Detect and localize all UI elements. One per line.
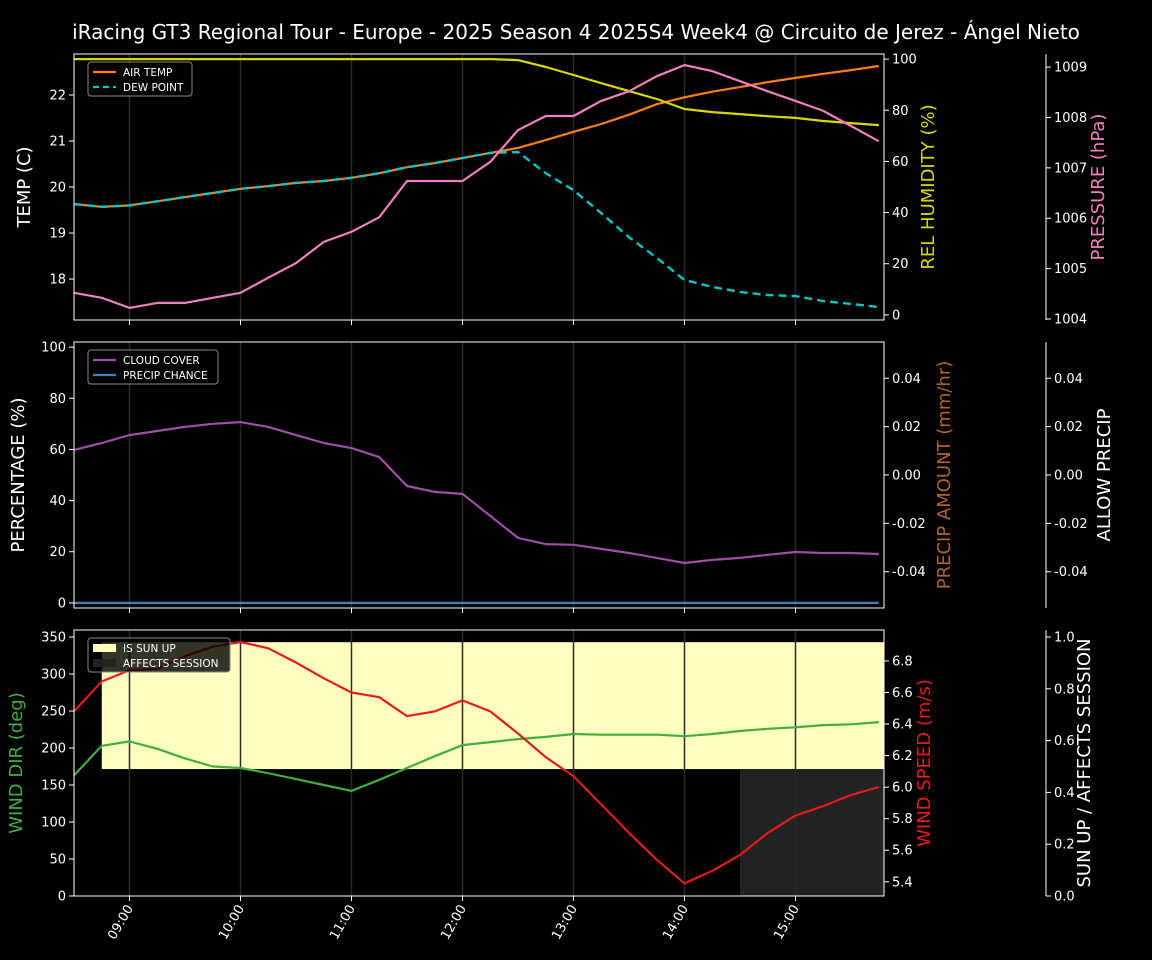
y-tick-label: 100 — [41, 341, 66, 356]
legend: AIR TEMP DEW POINT — [87, 61, 193, 97]
axis-label-right2: PRESSURE (hPa) — [1088, 114, 1109, 261]
y-tick-label: 6.4 — [892, 718, 913, 733]
y-tick-label: 60 — [892, 155, 909, 170]
axis-label-left: TEMP (C) — [14, 146, 35, 228]
y-tick-label: 300 — [41, 668, 66, 683]
axis-label-right2: ALLOW PRECIP — [1094, 408, 1115, 541]
y-tick-label: 20 — [49, 181, 66, 196]
y-tick-label: 150 — [41, 779, 66, 794]
y-tick-label: 200 — [41, 742, 66, 757]
wind-dir-line — [73, 721, 879, 793]
dew-point-line — [73, 150, 879, 309]
affects-session-band — [740, 769, 884, 896]
chart-title: iRacing GT3 Regional Tour - Europe - 202… — [72, 20, 1080, 44]
y-tick-label: 19 — [49, 227, 66, 242]
humidity-line — [74, 57, 879, 127]
axis-label-right: WIND SPEED (m/s) — [914, 679, 935, 847]
legend-label: DEW POINT — [123, 82, 184, 94]
y-tick-label: 20 — [49, 545, 66, 560]
y-tick-label: 6.0 — [892, 781, 913, 796]
y-tick-label: 1008 — [1054, 111, 1087, 126]
y-tick-label: 0.2 — [1054, 838, 1075, 853]
y-tick-label: 0.02 — [892, 420, 921, 435]
y-tick-label: 1006 — [1054, 212, 1087, 227]
axis-label-right: REL HUMIDITY (%) — [918, 104, 939, 269]
x-tick-label: 10:00 — [216, 903, 248, 943]
y-tick-label: 1005 — [1054, 262, 1087, 277]
x-tick-label: 11:00 — [327, 903, 359, 943]
x-tick-label: 14:00 — [660, 903, 692, 943]
y-tick-label: 0.4 — [1054, 786, 1075, 801]
legend-label: AIR TEMP — [123, 67, 172, 79]
y-tick-label: 0 — [892, 308, 900, 323]
legend-swatch — [93, 644, 116, 652]
legend-label: CLOUD COVER — [123, 355, 200, 367]
axis-label-left: WIND DIR (deg) — [6, 692, 27, 834]
plot-area — [74, 54, 884, 320]
y-tick-label: 1007 — [1054, 161, 1087, 176]
legend-label: IS SUN UP — [123, 643, 176, 655]
y-tick-label: 350 — [41, 631, 66, 646]
y-tick-label: 0.00 — [1054, 469, 1083, 484]
y-tick-label: -0.02 — [892, 517, 926, 532]
y-tick-label: 6.8 — [892, 654, 913, 669]
axis-label-right2: SUN UP / AFFECTS SESSION — [1074, 638, 1095, 887]
y-tick-label: 0.04 — [1054, 372, 1083, 387]
y-tick-label: 40 — [49, 494, 66, 509]
panel-3: 0 50 100 150 200 250 300 350 WIND DIR (deg) 5.4 5.… — [6, 629, 1095, 943]
y-tick-label: 0.8 — [1054, 682, 1075, 697]
plot-area — [74, 342, 884, 608]
y-tick-label: 0 — [58, 890, 66, 905]
y-tick-label: 0.6 — [1054, 734, 1075, 749]
y-tick-label: 0.00 — [892, 469, 921, 484]
legend-swatch — [93, 659, 116, 667]
y-tick-label: -0.04 — [1054, 565, 1088, 580]
axis-label-left: PERCENTAGE (%) — [8, 397, 29, 552]
y-tick-label: 60 — [49, 443, 66, 458]
y-tick-label: 50 — [49, 853, 66, 868]
y-tick-label: 5.6 — [892, 844, 913, 859]
sun-up-band — [101, 642, 884, 770]
y-tick-label: 22 — [49, 88, 66, 103]
legend-label: AFFECTS SESSION — [123, 658, 219, 670]
y-tick-label: 250 — [41, 705, 66, 720]
legend-label: PRECIP CHANCE — [123, 370, 208, 382]
panel-2: 0 20 40 60 80 100 PERCENTAGE (%) -0.04 -0.02 0.00… — [8, 341, 1115, 613]
x-tick-label: 15:00 — [771, 903, 803, 943]
y-tick-label: 0.0 — [1054, 890, 1075, 905]
legend: IS SUN UP AFFECTS SESSION — [87, 637, 231, 673]
cloud-cover-line — [73, 421, 879, 565]
legend: CLOUD COVER PRECIP CHANCE — [87, 349, 219, 385]
y-tick-label: 6.2 — [892, 749, 913, 764]
y-tick-label: 5.4 — [892, 875, 913, 890]
y-tick-label: 0.02 — [1054, 420, 1083, 435]
x-tick-label: 12:00 — [438, 903, 470, 943]
y-tick-label: 18 — [49, 273, 66, 288]
y-tick-label: 0 — [58, 596, 66, 611]
y-tick-label: 21 — [49, 134, 66, 149]
y-tick-label: 20 — [892, 257, 909, 272]
y-tick-label: 80 — [892, 104, 909, 119]
y-tick-label: 100 — [892, 53, 917, 68]
axis-label-right: PRECIP AMOUNT (mm/hr) — [934, 361, 955, 590]
legend-box — [87, 637, 231, 673]
axes-frame — [73, 629, 885, 897]
y-tick-label: 5.8 — [892, 812, 913, 827]
y-tick-label: 0.04 — [892, 372, 921, 387]
panel-1: 18 19 20 21 22 TEMP (C) 0 20 40 60 80 100 REL HUMIDI… — [14, 53, 1109, 328]
y-tick-label: 6.6 — [892, 686, 913, 701]
y-tick-label: -0.04 — [892, 565, 926, 580]
y-tick-label: 40 — [892, 206, 909, 221]
y-tick-label: 80 — [49, 392, 66, 407]
y-tick-label: -0.02 — [1054, 517, 1088, 532]
y-tick-label: 1009 — [1054, 61, 1087, 76]
y-tick-label: 1.0 — [1054, 630, 1075, 645]
y-tick-label: 100 — [41, 816, 66, 831]
legend-box — [87, 349, 219, 385]
x-tick-label: 09:00 — [105, 903, 137, 943]
pressure-line — [73, 63, 880, 309]
y-tick-label: 1004 — [1054, 312, 1087, 327]
x-tick-label: 13:00 — [549, 903, 581, 943]
